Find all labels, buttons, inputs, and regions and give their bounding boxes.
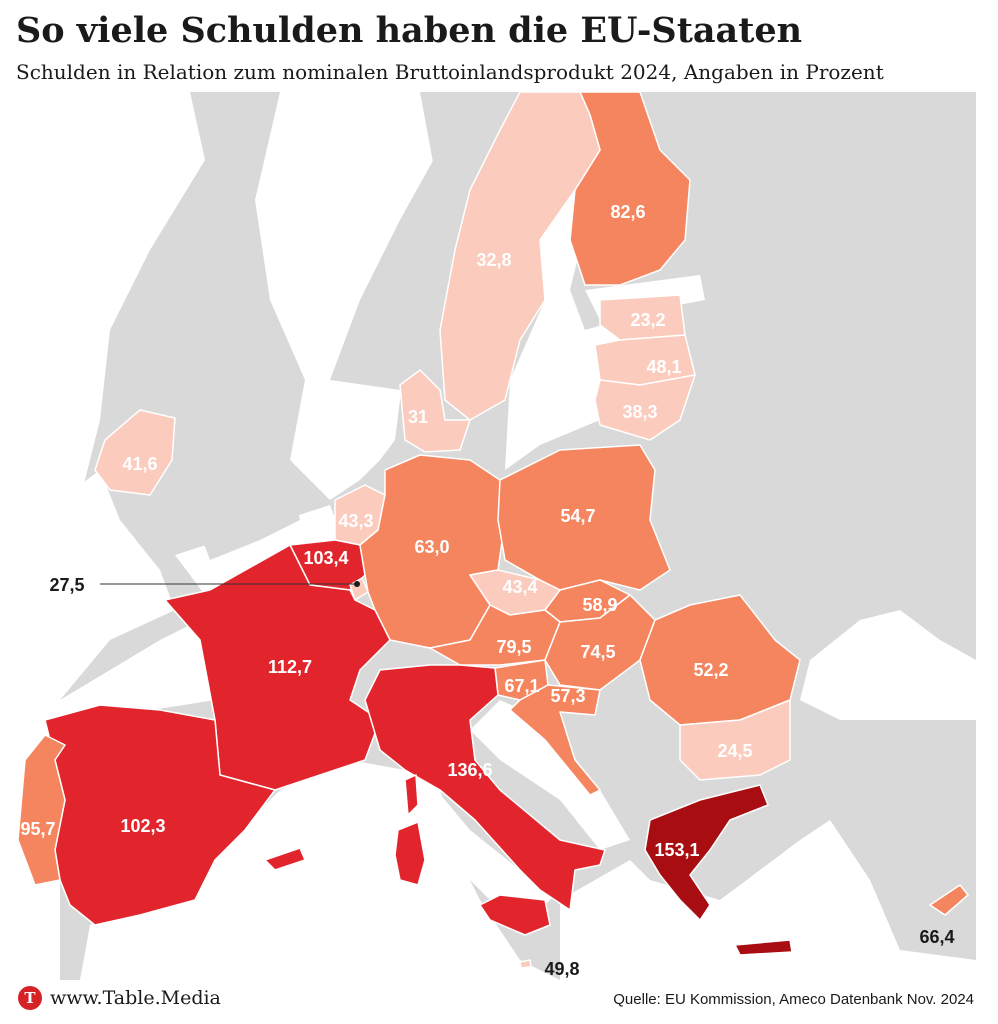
- luxemburg-marker: [354, 581, 360, 587]
- label-italien: 136,6: [447, 760, 492, 780]
- source-note: Quelle: EU Kommission, Ameco Datenbank N…: [613, 991, 974, 1008]
- label-portugal: 95,7: [20, 819, 55, 839]
- eu-countries: [17, 91, 969, 969]
- label-lettland: 48,1: [646, 357, 681, 377]
- country-zypern: [929, 884, 969, 916]
- chart-title: So viele Schulden haben die EU-Staaten: [16, 10, 803, 51]
- label-griechenland: 153,1: [654, 840, 699, 860]
- country-frankreich-corsica: [404, 774, 419, 816]
- label-irland: 41,6: [122, 454, 157, 474]
- label-daenemark: 31: [408, 407, 428, 427]
- country-griechenland-kreta: [734, 939, 793, 956]
- label-spanien: 102,3: [120, 816, 165, 836]
- united-kingdom: [175, 330, 300, 560]
- label-polen: 54,7: [560, 506, 595, 526]
- country-italien-sardinia: [394, 821, 426, 886]
- country-griechenland: [644, 784, 769, 921]
- country-oesterreich: [429, 604, 561, 666]
- baltic-sea: [505, 135, 625, 470]
- bay-of-biscay: [60, 620, 215, 730]
- country-daenemark: [399, 369, 471, 453]
- label-frankreich: 112,7: [268, 657, 312, 677]
- brand: T www.Table.Media: [18, 986, 221, 1010]
- english-channel: [175, 505, 345, 595]
- label-ungarn: 74,5: [580, 642, 615, 662]
- brand-url: www.Table.Media: [50, 987, 221, 1009]
- label-schweden: 32,8: [476, 250, 511, 270]
- country-kroatien: [509, 684, 601, 796]
- label-rumaenien: 52,2: [693, 660, 728, 680]
- label-niederlande: 43,3: [338, 511, 373, 531]
- table-media-logo-icon: T: [18, 986, 42, 1010]
- chart-subtitle: Schulden in Relation zum nominalen Brutt…: [16, 60, 884, 84]
- label-litauen: 38,3: [622, 402, 657, 422]
- label-malta: 49,8: [544, 959, 579, 979]
- label-oesterreich: 79,5: [496, 637, 531, 657]
- ionian-aegean-sea: [560, 820, 976, 980]
- north-sea: [255, 92, 440, 500]
- label-luxemburg: 27,5: [49, 575, 84, 595]
- country-portugal: [17, 734, 66, 886]
- country-bulgarien: [679, 699, 791, 781]
- label-finnland: 82,6: [610, 202, 645, 222]
- label-deutschland: 63,0: [414, 537, 449, 557]
- country-rumaenien: [639, 594, 801, 726]
- atlantic-ocean: [60, 92, 205, 500]
- label-tschechien: 43,4: [502, 577, 537, 597]
- atlantic-south: [60, 470, 175, 700]
- label-bulgarien: 24,5: [717, 741, 752, 761]
- footer: T www.Table.Media Quelle: EU Kommission,…: [0, 986, 998, 1016]
- label-estland: 23,2: [630, 310, 665, 330]
- label-belgien: 103,4: [303, 548, 348, 568]
- label-slowenien: 67,1: [504, 676, 539, 696]
- label-slowakei: 58,9: [582, 595, 617, 615]
- country-irland: [94, 409, 176, 496]
- country-litauen: [594, 374, 696, 441]
- country-malta: [519, 959, 532, 969]
- country-italien-sicilia: [479, 894, 551, 936]
- label-zypern: 66,4: [919, 927, 954, 947]
- adriatic-sea: [470, 700, 630, 850]
- label-kroatien: 57,3: [550, 686, 585, 706]
- country-spanien-balearen: [264, 847, 306, 871]
- country-schweden: [439, 91, 601, 421]
- country-polen: [497, 444, 671, 591]
- country-italien: [364, 664, 606, 911]
- black-sea: [800, 610, 976, 720]
